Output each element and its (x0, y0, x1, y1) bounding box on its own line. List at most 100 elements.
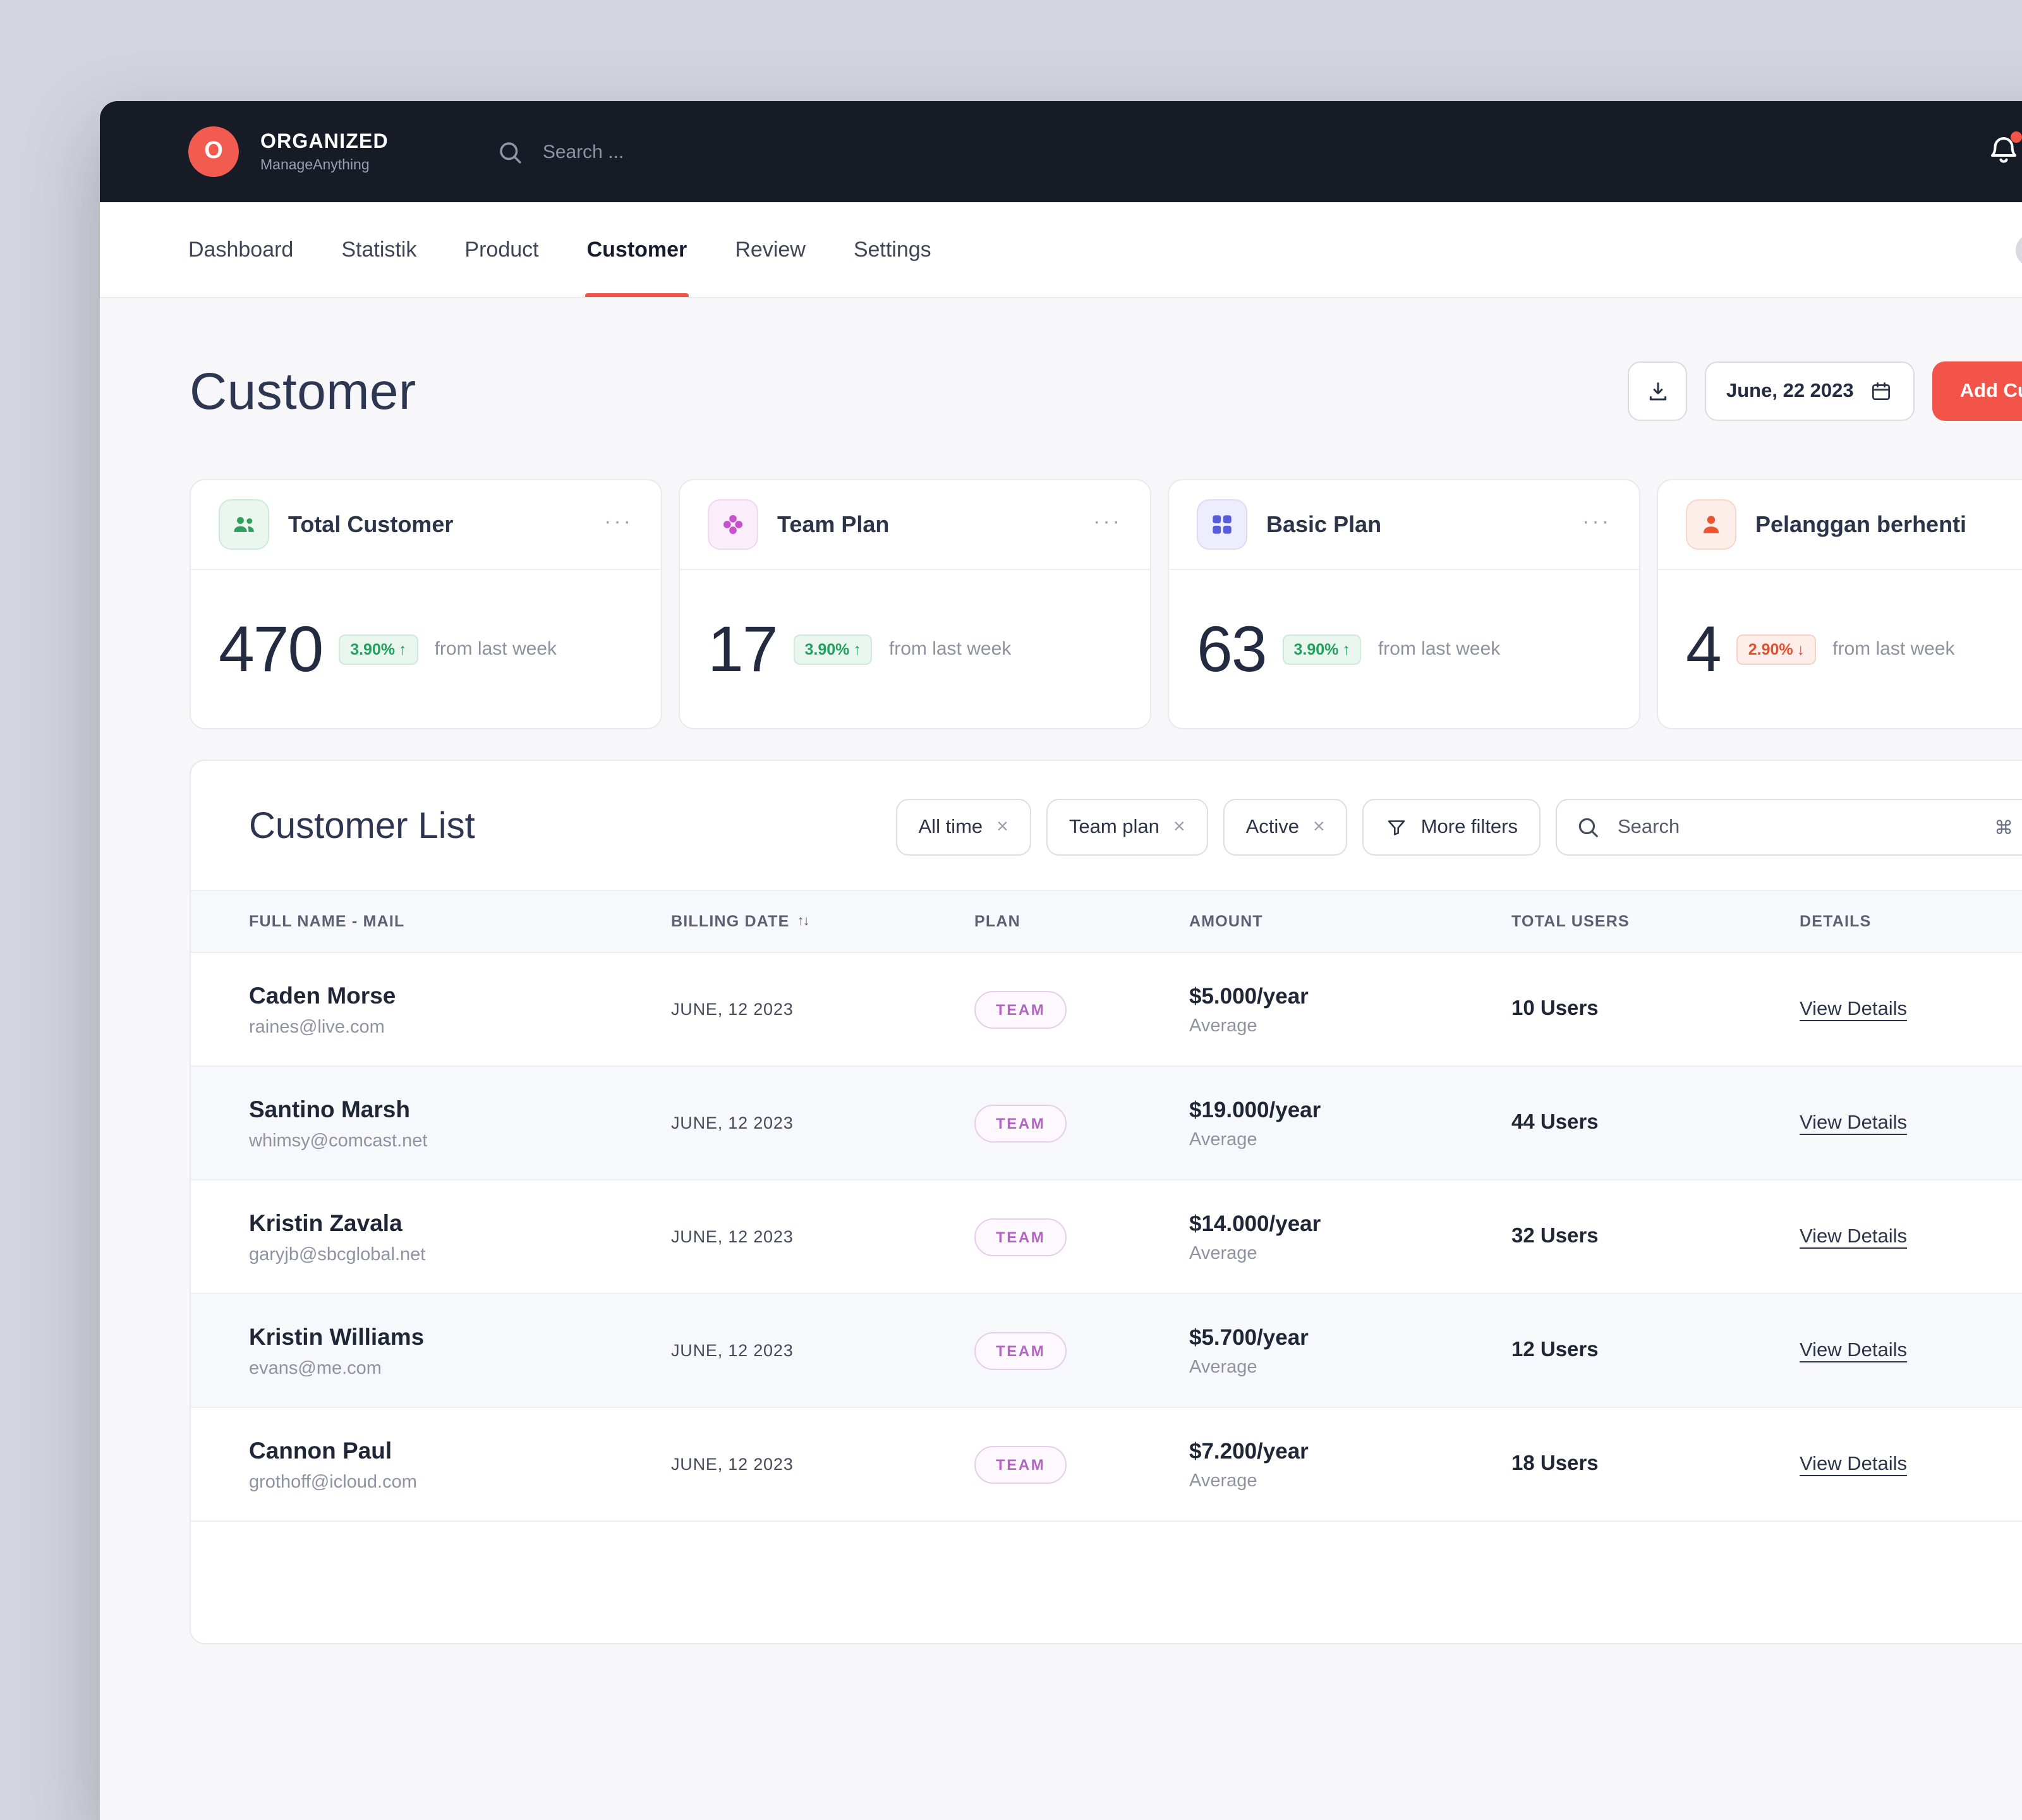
download-icon (1645, 379, 1670, 404)
more-filters-button[interactable]: More filters (1363, 799, 1541, 856)
trend-down-icon: ↓ (1797, 640, 1805, 658)
table-header: FULL NAME - MAIL BILLING DATE ↑↓ PLAN AM… (191, 890, 2022, 953)
nav-item-product[interactable]: Product (464, 202, 538, 297)
stat-value: 17 (708, 617, 777, 681)
stat-card-body: 17 3.90% ↑ from last week (680, 570, 1150, 728)
table-row[interactable]: Kristin Zavala garyjb@sbcglobal.net JUNE… (191, 1180, 2022, 1294)
stat-card-title: Team Plan (777, 511, 889, 538)
customer-list-header: Customer List All time × Team plan × Act… (191, 761, 2022, 890)
customer-list-title: Customer List (249, 806, 475, 848)
details-cell: View Details (1800, 1453, 2022, 1476)
amount-value: $5.700/year (1189, 1324, 1511, 1350)
nav-item-customer[interactable]: Customer (587, 202, 687, 297)
table-row[interactable]: Kristin Williams evans@me.com JUNE, 12 2… (191, 1294, 2022, 1408)
table-row[interactable]: Santino Marsh whimsy@comcast.net JUNE, 1… (191, 1067, 2022, 1180)
card-menu-button[interactable]: ··· (1582, 510, 1611, 539)
total-users: 12 Users (1511, 1338, 1800, 1362)
remove-filter-icon[interactable]: × (1313, 817, 1325, 837)
trend-badge: 3.90% ↑ (1282, 634, 1361, 664)
sort-icon[interactable]: ↑↓ (797, 914, 809, 929)
customer-cell: Cannon Paul grothoff@icloud.com (249, 1436, 671, 1492)
stat-card-team-plan: Team Plan ··· 17 3.90% ↑ from last week (679, 479, 1151, 729)
notifications-button[interactable] (1984, 133, 2022, 171)
trend-badge: 2.90% ↓ (1737, 634, 1816, 664)
trend-up-icon: ↑ (1342, 640, 1350, 658)
nav-item-review[interactable]: Review (735, 202, 806, 297)
details-cell: View Details (1800, 1112, 2022, 1134)
trend-change: 2.90% (1748, 640, 1793, 658)
filter-chip-active[interactable]: Active × (1223, 799, 1348, 856)
customer-email: garyjb@sbcglobal.net (249, 1244, 671, 1265)
download-button[interactable] (1628, 361, 1687, 421)
customer-cell: Santino Marsh whimsy@comcast.net (249, 1095, 671, 1151)
card-menu-button[interactable]: ··· (1093, 510, 1122, 539)
customer-cell: Kristin Williams evans@me.com (249, 1323, 671, 1378)
amount-value: $7.200/year (1189, 1438, 1511, 1464)
nav-item-dashboard[interactable]: Dashboard (188, 202, 293, 297)
person-icon (1686, 499, 1736, 550)
nav-item-statistik[interactable]: Statistik (341, 202, 416, 297)
grid-icon (1197, 499, 1247, 550)
view-details-link[interactable]: View Details (1800, 1453, 1907, 1474)
filter-bar: All time × Team plan × Active × (896, 799, 2022, 856)
stat-card-title: Basic Plan (1266, 511, 1381, 538)
search-icon (1576, 815, 1600, 839)
filter-label: All time (919, 816, 983, 839)
amount-note: Average (1189, 1357, 1511, 1377)
amount-value: $14.000/year (1189, 1210, 1511, 1237)
table-row[interactable]: Caden Morse raines@live.com JUNE, 12 202… (191, 953, 2022, 1067)
flower-icon (708, 499, 758, 550)
app-window: O ORGANIZED ManageAnything (100, 101, 2022, 1820)
details-cell: View Details (1800, 998, 2022, 1021)
list-search[interactable]: ⌘ (1556, 799, 2022, 856)
plan-badge: TEAM (974, 990, 1067, 1028)
column-header-name: FULL NAME - MAIL (249, 913, 671, 930)
column-header-amount: AMOUNT (1189, 913, 1511, 930)
customer-cell: Caden Morse raines@live.com (249, 981, 671, 1037)
plan-cell: TEAM (974, 990, 1189, 1028)
billing-date: JUNE, 12 2023 (671, 1113, 974, 1132)
users-icon (219, 499, 269, 550)
calendar-icon (1869, 379, 1893, 403)
notification-dot (2011, 131, 2022, 143)
trend-change: 3.90% (804, 640, 849, 658)
column-header-billing-label: BILLING DATE (671, 913, 790, 930)
global-search-input[interactable] (540, 140, 945, 164)
customer-email: raines@live.com (249, 1017, 671, 1037)
search-icon (497, 138, 524, 165)
date-label: June, 22 2023 (1726, 380, 1854, 403)
view-details-link[interactable]: View Details (1800, 1339, 1907, 1361)
stat-note: from last week (889, 638, 1011, 660)
customer-email: evans@me.com (249, 1358, 671, 1378)
remove-filter-icon[interactable]: × (1173, 817, 1185, 837)
view-details-link[interactable]: View Details (1800, 1225, 1907, 1247)
stat-value: 4 (1686, 617, 1721, 681)
add-customer-label: Add Cus (1960, 380, 2022, 403)
nav-item-settings[interactable]: Settings (854, 202, 931, 297)
main-nav: Dashboard Statistik Product Customer Rev… (100, 202, 2022, 298)
global-search[interactable] (497, 138, 945, 165)
filter-chip-team-plan[interactable]: Team plan × (1046, 799, 1208, 856)
filter-chip-all-time[interactable]: All time × (896, 799, 1031, 856)
amount-value: $19.000/year (1189, 1096, 1511, 1123)
brand-block: ORGANIZED ManageAnything (260, 131, 389, 173)
billing-date: JUNE, 12 2023 (671, 1455, 974, 1474)
view-details-link[interactable]: View Details (1800, 1112, 1907, 1133)
date-picker-button[interactable]: June, 22 2023 (1705, 361, 1915, 421)
card-menu-button[interactable]: ··· (604, 510, 633, 539)
total-users: 44 Users (1511, 1111, 1800, 1135)
avatar[interactable] (2016, 234, 2022, 267)
column-header-billing[interactable]: BILLING DATE ↑↓ (671, 913, 974, 930)
customer-cell: Kristin Zavala garyjb@sbcglobal.net (249, 1209, 671, 1265)
stat-card-head: Basic Plan ··· (1169, 480, 1639, 570)
list-search-input[interactable] (1615, 815, 1979, 840)
add-customer-button[interactable]: Add Cus (1932, 361, 2022, 421)
page-title: Customer (190, 362, 416, 422)
column-header-plan: PLAN (974, 913, 1189, 930)
table-body: Caden Morse raines@live.com JUNE, 12 202… (191, 953, 2022, 1522)
view-details-link[interactable]: View Details (1800, 998, 1907, 1019)
stat-note: from last week (1378, 638, 1500, 660)
table-row[interactable]: Cannon Paul grothoff@icloud.com JUNE, 12… (191, 1408, 2022, 1522)
remove-filter-icon[interactable]: × (996, 817, 1008, 837)
amount-note: Average (1189, 1471, 1511, 1491)
